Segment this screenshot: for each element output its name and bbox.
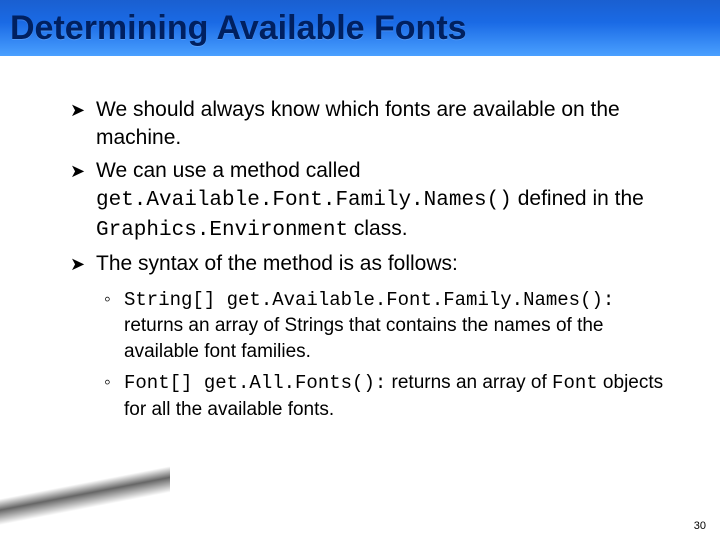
sub-bullet-list: ◦ String[] get.Available.Font.Family.Nam… [70,287,670,423]
code-run: String[] get.Available.Font.Family.Names… [124,289,614,311]
sub-bullet-text: String[] get.Available.Font.Family.Names… [124,287,670,365]
sub-bullet-item: ◦ Font[] get.All.Fonts(): returns an arr… [104,370,670,422]
code-run: Font[] get.All.Fonts(): [124,372,386,394]
code-run: get.Available.Font.Family.Names() [96,189,512,212]
code-run: Font [552,372,598,394]
sub-bullet-icon: ◦ [104,287,124,365]
text-run: defined in the [512,187,644,210]
slide-title: Determining Available Fonts [10,9,467,48]
text-run: returns an array of [386,372,552,393]
page-number: 30 [694,520,706,532]
bullet-text: We should always know which fonts are av… [96,96,670,153]
bullet-icon: ➤ [70,96,96,153]
sub-bullet-text: Font[] get.All.Fonts(): returns an array… [124,370,670,422]
bullet-item: ➤ The syntax of the method is as follows… [70,250,670,279]
text-run: returns an array of Strings that contain… [124,315,603,362]
bullet-text: The syntax of the method is as follows: [96,250,670,279]
bullet-icon: ➤ [70,157,96,246]
sub-bullet-icon: ◦ [104,370,124,422]
bullet-text: We can use a method called get.Available… [96,157,670,246]
title-bar: Determining Available Fonts [0,0,720,56]
decorative-corner-shadow [0,451,170,529]
code-run: Graphics.Environment [96,219,348,242]
content-area: ➤ We should always know which fonts are … [0,56,720,423]
bullet-item: ➤ We can use a method called get.Availab… [70,157,670,246]
bullet-icon: ➤ [70,250,96,279]
sub-bullet-item: ◦ String[] get.Available.Font.Family.Nam… [104,287,670,365]
text-run: class. [348,217,408,240]
bullet-item: ➤ We should always know which fonts are … [70,96,670,153]
text-run: We can use a method called [96,159,361,182]
